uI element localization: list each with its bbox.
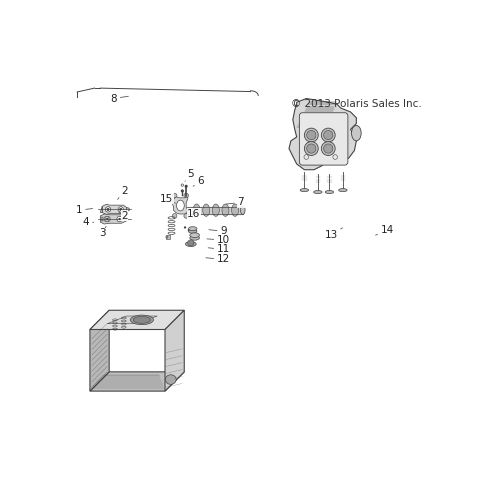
Circle shape (322, 142, 335, 156)
Polygon shape (90, 310, 109, 391)
Circle shape (188, 240, 194, 246)
Ellipse shape (240, 206, 245, 214)
Circle shape (306, 144, 316, 153)
Ellipse shape (190, 236, 200, 240)
Text: 1: 1 (76, 205, 92, 215)
Ellipse shape (202, 204, 209, 216)
Circle shape (181, 184, 184, 186)
Text: 7: 7 (226, 198, 244, 207)
Circle shape (304, 142, 318, 156)
Text: 2: 2 (119, 211, 128, 221)
Polygon shape (90, 372, 184, 391)
Circle shape (117, 216, 122, 222)
Circle shape (304, 128, 318, 142)
Circle shape (181, 190, 184, 192)
Circle shape (324, 144, 333, 153)
Ellipse shape (300, 188, 308, 192)
Text: 8: 8 (110, 94, 128, 104)
Circle shape (322, 128, 335, 142)
Text: © 2013 Polaris Sales Inc.: © 2013 Polaris Sales Inc. (291, 100, 422, 110)
Circle shape (104, 216, 110, 222)
Circle shape (166, 236, 168, 238)
Ellipse shape (314, 190, 322, 194)
Circle shape (118, 206, 124, 212)
Circle shape (324, 130, 333, 140)
Ellipse shape (176, 200, 184, 211)
Text: 6: 6 (193, 176, 203, 186)
Circle shape (184, 214, 188, 218)
Ellipse shape (130, 315, 154, 324)
Circle shape (172, 214, 177, 218)
Text: 5: 5 (185, 168, 194, 181)
Text: 15: 15 (160, 194, 176, 203)
Text: 10: 10 (207, 235, 230, 245)
Bar (166, 235, 170, 239)
Circle shape (106, 218, 108, 220)
Polygon shape (165, 310, 184, 391)
Bar (101, 218, 103, 220)
Bar (108, 218, 110, 220)
Circle shape (306, 130, 316, 140)
Ellipse shape (232, 204, 238, 216)
Text: 2: 2 (118, 186, 128, 200)
Polygon shape (289, 98, 356, 170)
Text: 11: 11 (208, 244, 230, 254)
Ellipse shape (193, 204, 200, 216)
Circle shape (118, 218, 120, 220)
Ellipse shape (352, 126, 361, 141)
Text: 3: 3 (99, 226, 106, 238)
Circle shape (172, 193, 177, 198)
Polygon shape (126, 208, 129, 212)
Text: 4: 4 (83, 216, 94, 226)
Ellipse shape (188, 230, 197, 234)
Circle shape (184, 193, 188, 198)
Ellipse shape (325, 190, 334, 194)
Text: 16: 16 (186, 209, 200, 219)
Circle shape (184, 184, 188, 188)
Text: 14: 14 (376, 225, 394, 235)
Polygon shape (172, 196, 188, 214)
Polygon shape (108, 316, 158, 324)
Text: 12: 12 (206, 254, 230, 264)
Polygon shape (90, 310, 184, 330)
Ellipse shape (186, 242, 196, 246)
Ellipse shape (338, 188, 347, 192)
Ellipse shape (212, 204, 220, 216)
Ellipse shape (222, 204, 229, 216)
Ellipse shape (166, 374, 176, 384)
Circle shape (107, 208, 109, 210)
Text: 13: 13 (324, 228, 342, 240)
Circle shape (188, 229, 190, 232)
Circle shape (120, 208, 122, 210)
Ellipse shape (133, 316, 150, 324)
Ellipse shape (190, 233, 200, 237)
Circle shape (184, 226, 186, 228)
Polygon shape (100, 206, 102, 213)
Ellipse shape (188, 226, 197, 230)
Text: 9: 9 (209, 226, 227, 236)
Polygon shape (100, 214, 126, 224)
Bar (104, 218, 106, 220)
FancyBboxPatch shape (300, 112, 348, 165)
Circle shape (106, 206, 110, 212)
Polygon shape (102, 204, 126, 214)
